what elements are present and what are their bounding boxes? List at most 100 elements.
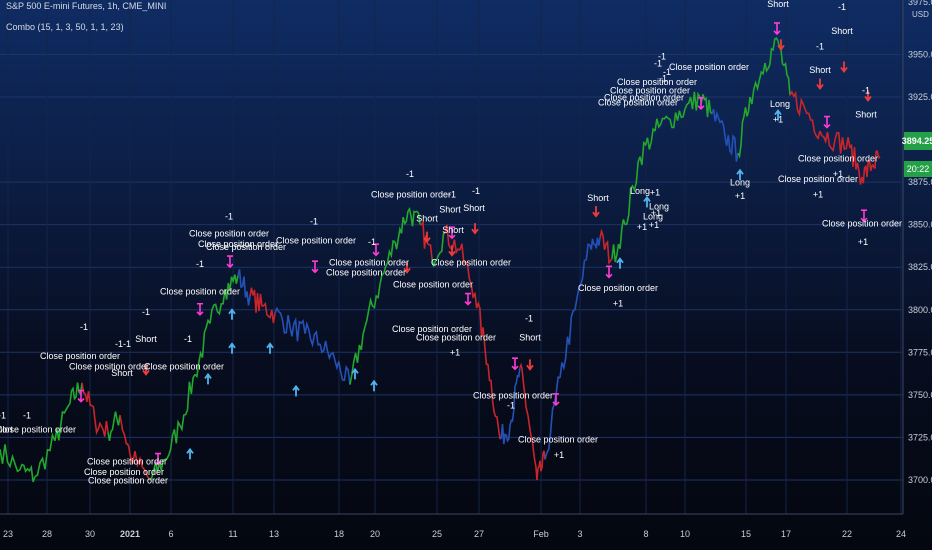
signal-label: -1 [115,339,123,349]
price-segment [0,444,21,473]
price-segment [249,287,263,313]
price-segment [737,96,751,159]
last-price-tag: 3894.25 [902,132,932,150]
signal-label: Short [831,26,853,36]
signal-label: Short [519,332,541,342]
signal-label: -1 [23,411,31,421]
price-segment [334,360,351,385]
signal-label: -1 [123,339,131,349]
price-segment [509,367,521,426]
long-signal-arrow [266,342,274,354]
signal-label: +1 [613,298,623,308]
price-segment [34,432,56,478]
signal-label: Long [730,178,750,188]
close-position-marker [511,357,519,371]
signal-label: -1 [507,400,515,410]
close-position-marker [823,115,831,129]
signal-label: Close position order [431,258,511,268]
time-tick-label: 25 [432,529,442,539]
price-segment [81,382,96,421]
close-position-marker [77,389,85,403]
price-segment [819,130,836,153]
signal-label: Short [855,109,877,119]
close-position-marker [773,22,781,36]
signal-label: -1 [80,322,88,332]
price-segment [559,309,576,378]
price-segment [237,269,251,306]
price-segment [179,374,196,432]
time-axis[interactable]: 23 28 30 2021 6 11 13 18 20 25 27 Feb 3 8 10 15 17 22 24 [0,0,906,539]
price-segment [304,320,321,348]
signal-markers [77,22,872,466]
price-segment [419,219,433,259]
short-signal-arrow [864,90,872,102]
price-tick-label: 3975.00 [908,0,932,7]
signal-label: Close position order [669,62,749,72]
price-tick-label: 3950.00 [908,49,932,59]
close-position-marker [860,209,868,223]
signal-label: Short [135,334,157,344]
signal-label: -1 [310,217,318,227]
time-tick-label: 18 [334,529,344,539]
signal-label: +1 [735,191,745,201]
long-signal-arrow [774,109,782,121]
long-signal-arrow [186,447,194,460]
time-tick-label: 17 [781,529,791,539]
signal-label: Close position order [40,351,120,361]
price-axis[interactable]: 3700.00 3725.00 3750.00 3775.00 3800.00 3825.… [908,0,932,485]
price-segment [599,228,613,265]
signal-label: Close position order [578,283,658,293]
signal-label: -1 [0,411,6,421]
signal-label: Close position order [0,424,76,434]
short-signal-arrow [816,78,824,91]
signal-label: -1 [142,307,150,317]
symbol-title[interactable]: S&P 500 E-mini Futures, 1h, CME_MINI [6,1,167,11]
signal-label: -1 [654,58,662,68]
price-segment [849,144,863,185]
price-segment [119,415,131,455]
price-segment [764,37,779,73]
price-segment [54,402,71,441]
long-signal-arrow [370,379,378,392]
grid [0,0,903,514]
signal-label: +1 [833,169,843,179]
close-position-marker [605,265,613,279]
time-tick-label: 15 [741,529,751,539]
signal-label: +1 [858,237,868,247]
time-tick-label: 23 [3,529,13,539]
price-segment [487,364,501,440]
price-segment [149,458,166,481]
signal-label: Short [0,424,13,434]
price-segment [107,411,121,441]
price-segment [164,419,181,461]
time-tick-label: 30 [85,529,95,539]
signal-label: Short [463,203,485,213]
signal-label: -1 [225,212,233,222]
price-tick-label: 3775.00 [908,347,932,357]
indicator-label[interactable]: Combo (15, 1, 3, 50, 1, 1, 23) [6,22,124,32]
price-tick-label: 3750.00 [908,390,932,400]
price-segment [711,108,726,137]
time-tick-label: 28 [42,529,52,539]
close-position-marker [552,393,560,407]
price-segment [699,94,713,118]
signal-label: Short [809,65,831,75]
signal-label: Long [649,201,669,211]
price-segment [431,232,446,267]
time-tick-label: 20 [370,529,380,539]
long-signal-arrow [351,367,359,380]
signal-label: Close position order [198,239,278,249]
signal-label: Close position order [144,361,224,371]
signal-label: Short [767,0,789,9]
time-tick-label: 22 [842,529,852,539]
signal-label: Close position order [617,77,697,87]
short-signal-arrow [448,245,456,257]
short-signal-arrow [840,61,848,73]
price-segment [379,239,396,285]
signal-label: Close position order [798,154,878,164]
price-segment [684,91,701,111]
price-segment [589,237,601,250]
signal-label: -1 [472,186,480,196]
